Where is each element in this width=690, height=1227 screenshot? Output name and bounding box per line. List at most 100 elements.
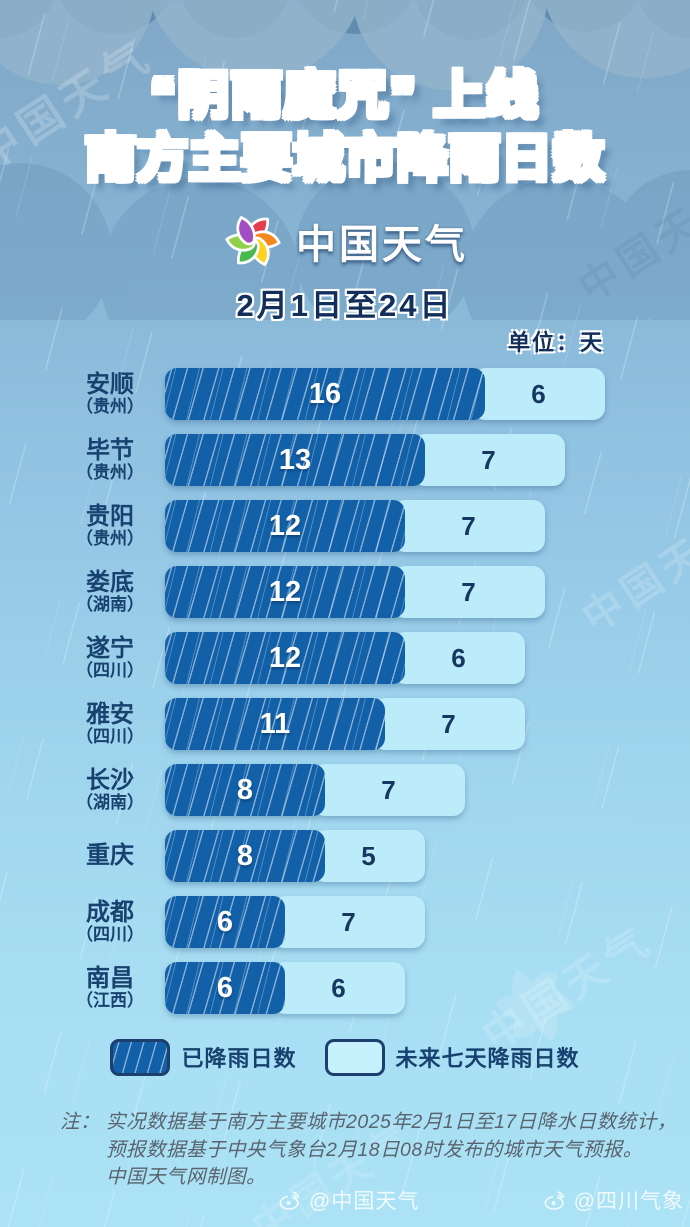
observed-days-bar: 12 — [165, 632, 405, 685]
poster-title-line1: “阴雨魔咒” 上线 — [0, 0, 690, 125]
city-label: 雅安 （四川） — [0, 702, 165, 747]
chart-row: 重庆 8 5 — [0, 823, 690, 889]
province-name: （贵州） — [76, 529, 144, 549]
legend-label-observed: 已降雨日数 — [181, 1046, 297, 1072]
city-name: 贵阳 — [86, 502, 134, 530]
city-label: 娄底 （湖南） — [0, 568, 165, 615]
city-label: 重庆 — [0, 841, 165, 869]
brand-row: 中国天气 — [0, 208, 690, 274]
observed-days-value: 8 — [236, 839, 254, 872]
poster-title-line2: 南方主要城市降雨日数 — [0, 129, 690, 188]
province-name: （贵州） — [76, 397, 144, 417]
footnote-prefix: 注： — [60, 1111, 101, 1134]
brand-name: 中国天气 — [296, 223, 468, 268]
observed-days-bar: 6 — [165, 962, 285, 1015]
province-name: （四川） — [76, 661, 144, 681]
city-label: 南昌 （江西） — [0, 964, 165, 1011]
observed-days-bar: 12 — [165, 566, 405, 619]
city-label: 贵阳 （贵州） — [0, 502, 165, 549]
forecast-days-bar: 5 — [313, 830, 425, 883]
bar-group: 13 7 — [165, 434, 565, 487]
city-label: 长沙 （湖南） — [0, 766, 165, 813]
observed-days-value: 8 — [236, 773, 254, 806]
city-label: 毕节 （贵州） — [0, 436, 165, 483]
observed-days-value: 16 — [308, 377, 342, 410]
bar-group: 16 6 — [165, 368, 605, 421]
weibo-credit-right: @四川气象 — [543, 1185, 684, 1215]
bar-group: 8 7 — [165, 764, 465, 817]
chart-row: 贵阳 （贵州） 12 7 — [0, 493, 690, 559]
footnote-line3: 中国天气网制图。 — [106, 1165, 267, 1188]
bar-group: 12 6 — [165, 632, 525, 685]
bar-group: 8 5 — [165, 830, 425, 883]
observed-days-bar: 8 — [165, 764, 325, 817]
observed-days-value: 12 — [268, 575, 302, 608]
city-label: 成都 （四川） — [0, 898, 165, 945]
observed-days-value: 6 — [216, 971, 234, 1004]
forecast-days-value: 7 — [481, 444, 497, 475]
province-name: （江西） — [76, 991, 144, 1011]
observed-days-value: 12 — [268, 509, 302, 542]
legend-item-observed: 已降雨日数 — [110, 1038, 297, 1076]
observed-days-bar: 12 — [165, 500, 405, 553]
city-label: 安顺 （贵州） — [0, 370, 165, 417]
forecast-days-bar: 7 — [313, 764, 465, 817]
city-name: 娄底 — [86, 568, 134, 596]
chart-row: 毕节 （贵州） 13 7 — [0, 427, 690, 493]
province-name: （贵州） — [76, 463, 144, 483]
legend: 已降雨日数 未来七天降雨日数 — [0, 1035, 690, 1079]
forecast-days-value: 7 — [461, 510, 477, 541]
city-name: 重庆 — [86, 841, 134, 869]
province-name: （四川） — [76, 727, 144, 747]
chart-row: 成都 （四川） 6 7 — [0, 889, 690, 955]
forecast-days-value: 7 — [461, 576, 477, 607]
observed-days-value: 12 — [268, 641, 302, 674]
observed-days-bar: 6 — [165, 896, 285, 949]
province-name: （湖南） — [76, 595, 144, 615]
weibo-icon — [543, 1188, 567, 1212]
city-name: 安顺 — [86, 370, 134, 398]
city-name: 南昌 — [86, 964, 134, 992]
forecast-days-value: 7 — [441, 708, 457, 739]
chart-row: 南昌 （江西） 6 6 — [0, 955, 690, 1021]
footnote-line2: 预报数据基于中央气象台2月18日08时发布的城市天气预报。 — [106, 1138, 643, 1161]
forecast-days-value: 6 — [531, 378, 547, 409]
weibo-handle-right: @四川气象 — [573, 1190, 684, 1213]
weibo-credit-left: @中国天气 — [278, 1185, 419, 1215]
forecast-days-value: 6 — [451, 642, 467, 673]
observed-days-bar: 16 — [165, 368, 485, 421]
chart-row: 雅安 （四川） 11 7 — [0, 691, 690, 757]
chart-row: 长沙 （湖南） 8 7 — [0, 757, 690, 823]
chart-row: 娄底 （湖南） 12 7 — [0, 559, 690, 625]
city-label: 遂宁 （四川） — [0, 636, 165, 681]
forecast-days-bar: 6 — [393, 632, 525, 685]
china-weather-pinwheel-logo — [225, 216, 281, 267]
weibo-icon — [278, 1188, 302, 1212]
forecast-days-bar: 7 — [413, 434, 565, 487]
bar-group: 12 7 — [165, 566, 545, 619]
province-name: （湖南） — [76, 793, 144, 813]
city-name: 毕节 — [86, 436, 134, 464]
forecast-days-bar: 7 — [393, 500, 545, 553]
period-label: 2月1日至24日 — [236, 288, 454, 324]
bar-group: 11 7 — [165, 698, 525, 751]
city-name: 成都 — [86, 898, 134, 926]
legend-label-forecast: 未来七天降雨日数 — [395, 1046, 580, 1072]
chart-row: 遂宁 （四川） 12 6 — [0, 625, 690, 691]
chart-rows: 安顺 （贵州） 16 6 毕节 （贵州） 13 — [0, 361, 690, 1021]
observed-days-value: 13 — [278, 443, 312, 476]
forecast-days-bar: 6 — [273, 962, 405, 1015]
city-name: 长沙 — [86, 766, 134, 794]
forecast-days-bar: 7 — [393, 566, 545, 619]
observed-days-bar: 13 — [165, 434, 425, 487]
observed-days-value: 6 — [216, 905, 234, 938]
observed-days-bar: 8 — [165, 830, 325, 883]
observed-days-value: 11 — [259, 707, 291, 740]
forecast-days-value: 5 — [361, 840, 377, 871]
province-name: （四川） — [76, 925, 144, 945]
observed-days-bar: 11 — [165, 698, 385, 751]
legend-swatch-observed — [110, 1038, 171, 1076]
bar-group: 6 7 — [165, 896, 425, 949]
chart-row: 安顺 （贵州） 16 6 — [0, 361, 690, 427]
